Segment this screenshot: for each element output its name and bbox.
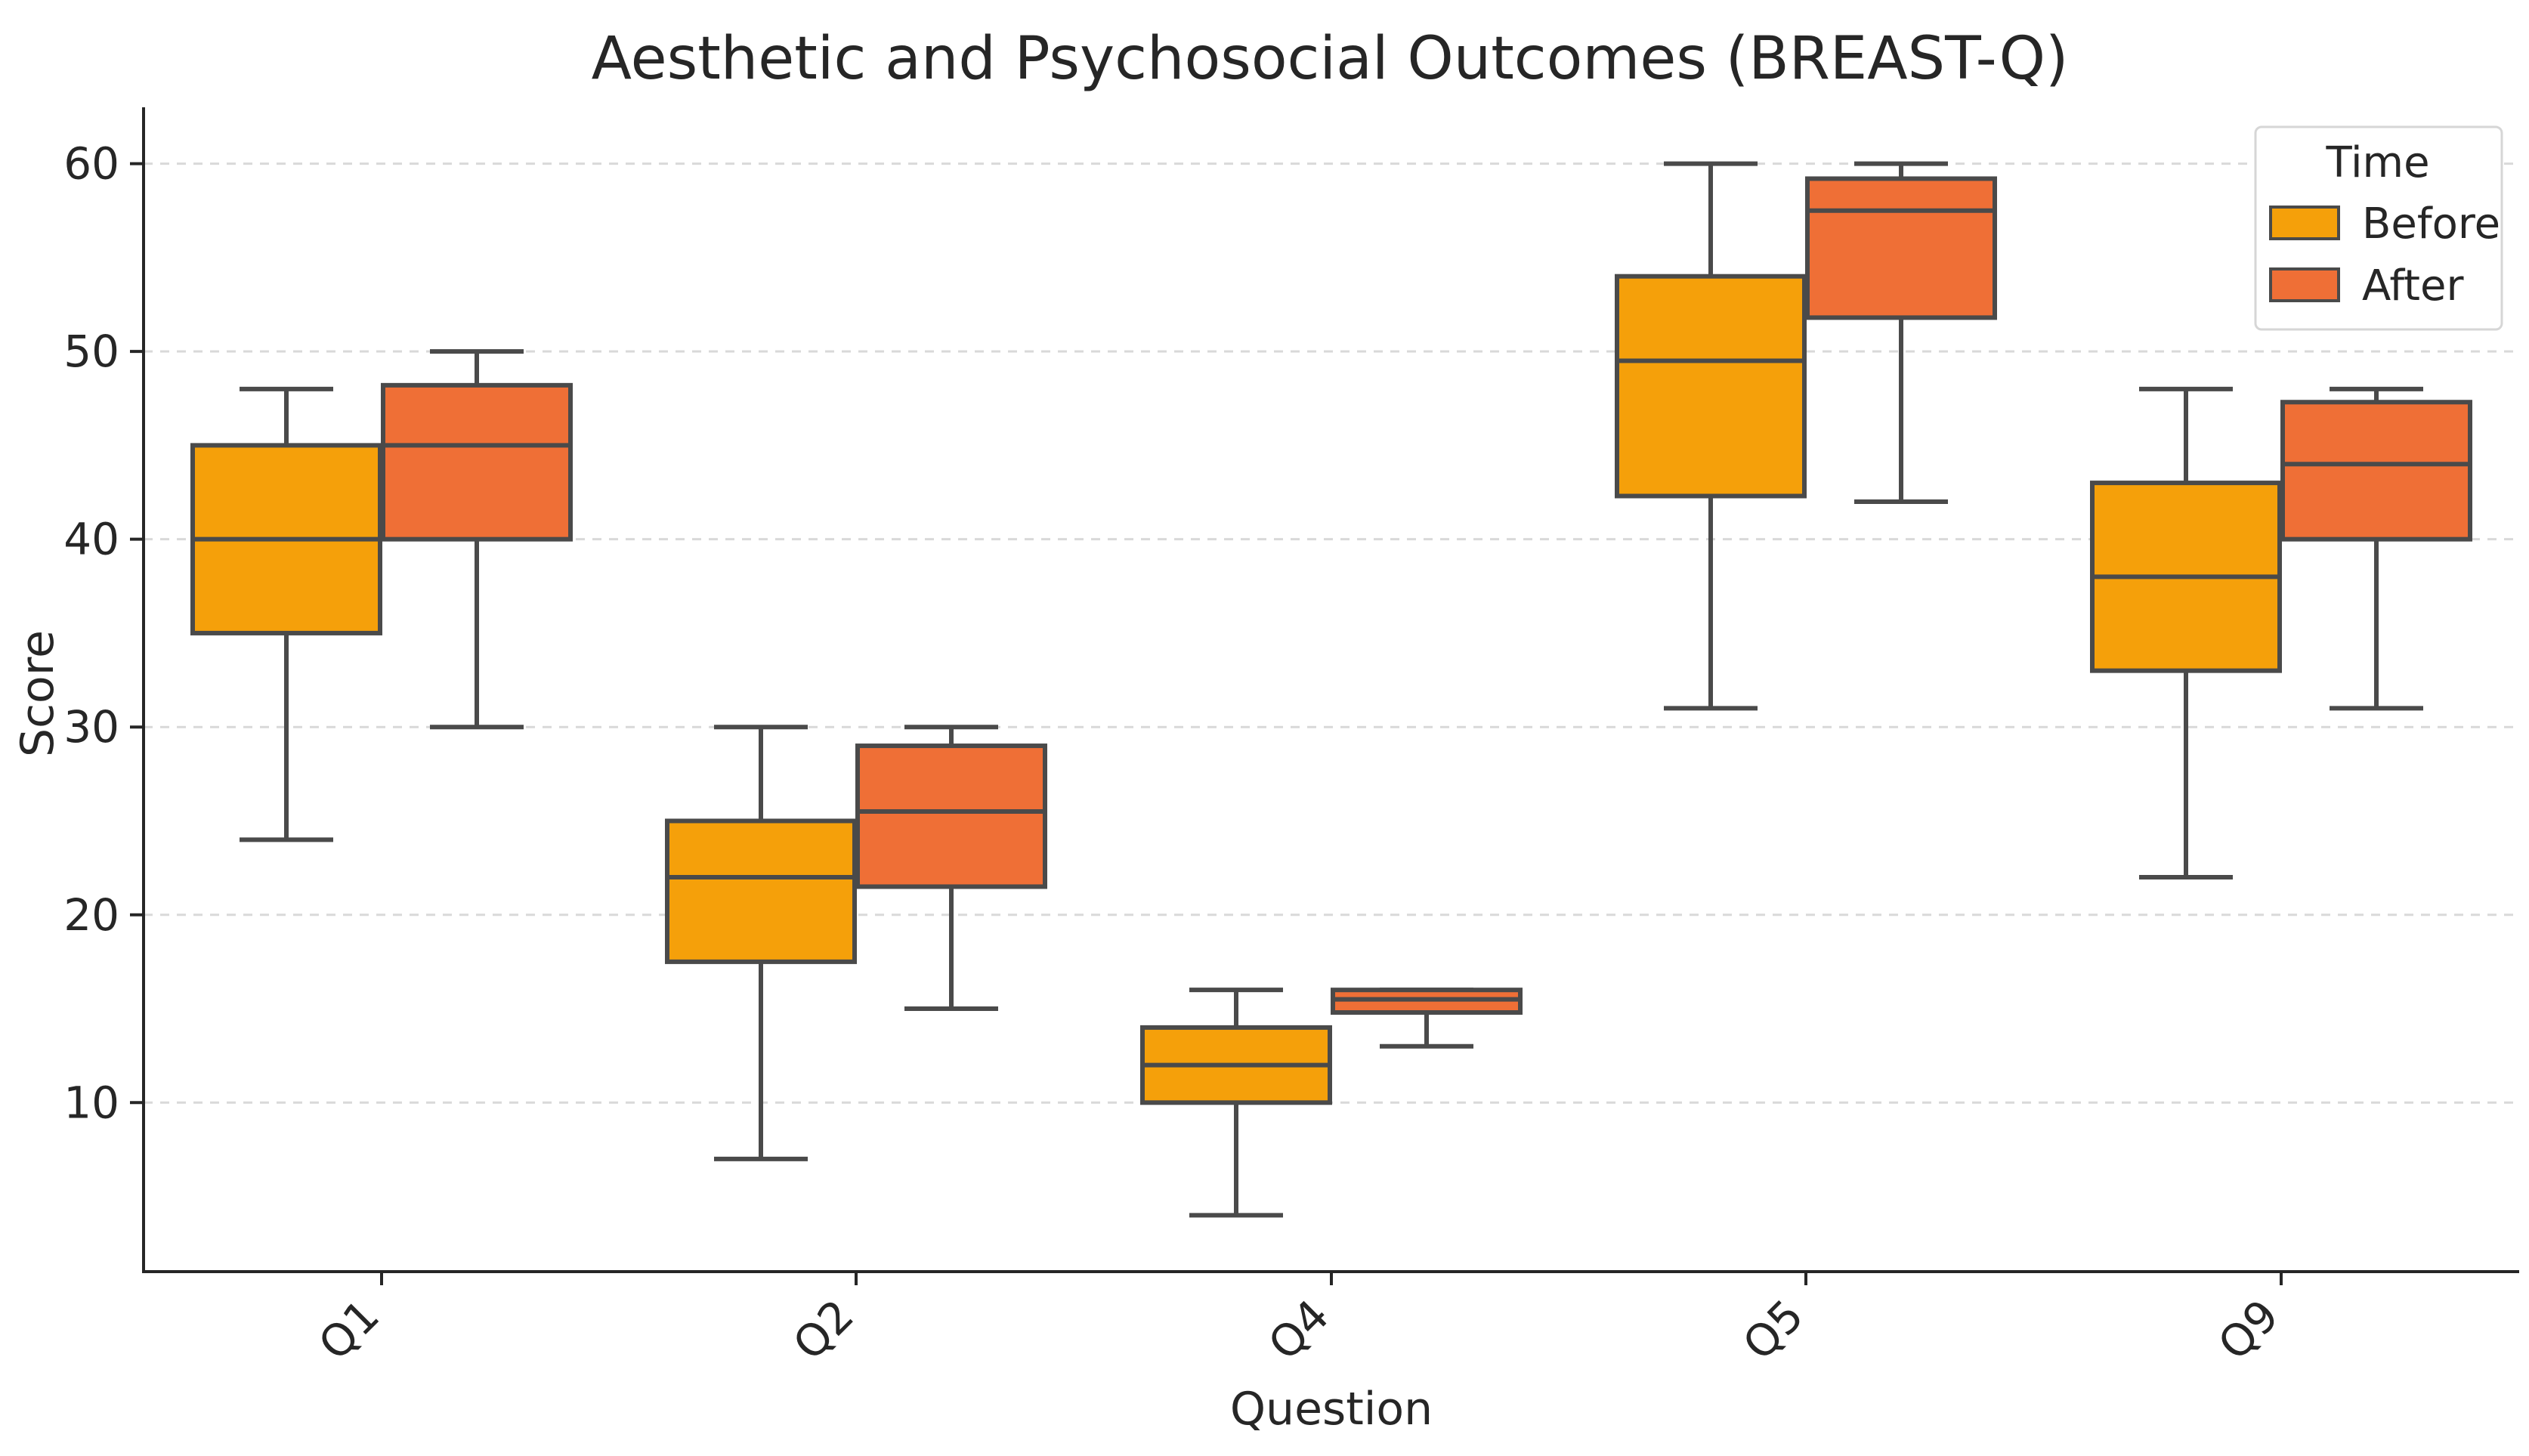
y-tick-label-20: 20 <box>63 889 119 941</box>
box-q5-after <box>1805 161 1997 504</box>
box-q2-after <box>855 725 1047 1012</box>
y-axis-label: Score <box>11 630 64 757</box>
box-q4-before <box>1140 988 1332 1218</box>
x-tick-label-Q9: Q9 <box>2208 1290 2288 1370</box>
box-q5-before <box>1615 161 1807 711</box>
x-axis-label: Question <box>1230 1383 1433 1436</box>
legend-swatch-after <box>2269 267 2340 302</box>
iqr-box-q5-after <box>1805 176 1997 320</box>
iqr-box-q2-before <box>665 818 857 964</box>
axes <box>142 107 2519 1273</box>
box-q1-after <box>381 349 573 730</box>
legend-title: Time <box>2325 138 2429 187</box>
box-q9-before <box>2090 386 2282 880</box>
iqr-box-q1-after <box>381 382 573 542</box>
legend-label-before: Before <box>2362 199 2500 249</box>
y-tick-label-40: 40 <box>63 514 119 565</box>
iqr-box-q9-after <box>2280 400 2472 542</box>
box-q9-after <box>2280 386 2472 711</box>
legend-label-after: After <box>2362 261 2464 311</box>
legend-swatch-before <box>2269 206 2340 240</box>
y-tick-label-50: 50 <box>63 326 119 377</box>
legend-entries: Before After <box>2269 199 2500 311</box>
legend: Time Before After <box>2254 125 2503 331</box>
x-tick-label-Q5: Q5 <box>1733 1290 1813 1370</box>
y-tick-label-30: 30 <box>63 701 119 753</box>
y-tick-label-60: 60 <box>63 138 119 190</box>
x-tick-label-Q2: Q2 <box>783 1290 863 1370</box>
box-q4-after <box>1331 988 1523 1049</box>
box-q1-before <box>190 386 382 842</box>
box-q2-before <box>665 725 857 1161</box>
x-axis-ticks: Q1 Q2 Q4 Q5 Q9 <box>308 1272 2289 1370</box>
x-tick-label-Q4: Q4 <box>1258 1290 1338 1370</box>
y-tick-label-10: 10 <box>63 1077 119 1128</box>
chart-title: Aesthetic and Psychosocial Outcomes (BRE… <box>592 25 2069 93</box>
axis-spines <box>142 107 2519 1273</box>
y-axis-ticks: 10 20 30 40 50 60 <box>63 138 144 1128</box>
x-tick-label-Q1: Q1 <box>308 1290 388 1370</box>
iqr-box-q5-before <box>1615 274 1807 499</box>
iqr-box-q2-after <box>855 743 1047 889</box>
box-plots <box>190 161 2472 1218</box>
